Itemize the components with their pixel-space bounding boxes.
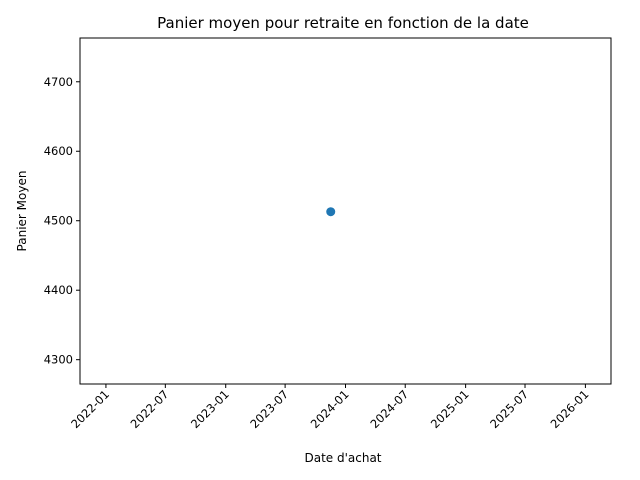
data-points [326,207,336,217]
y-tick-label: 4700 [44,75,73,89]
y-axis-ticks: 4300 4400 4500 4600 4700 [44,75,80,367]
y-axis-label: Panier Moyen [15,171,29,252]
scatter-point [326,207,336,217]
plot-area-frame [79,37,612,385]
y-tick-label: 4400 [44,283,73,297]
y-tick-label: 4600 [44,144,73,158]
y-tick-label: 4500 [44,214,73,228]
x-axis-label: Date d'achat [304,451,381,465]
y-tick-label: 4300 [44,353,73,367]
chart-title: Panier moyen pour retraite en fonction d… [157,14,529,32]
